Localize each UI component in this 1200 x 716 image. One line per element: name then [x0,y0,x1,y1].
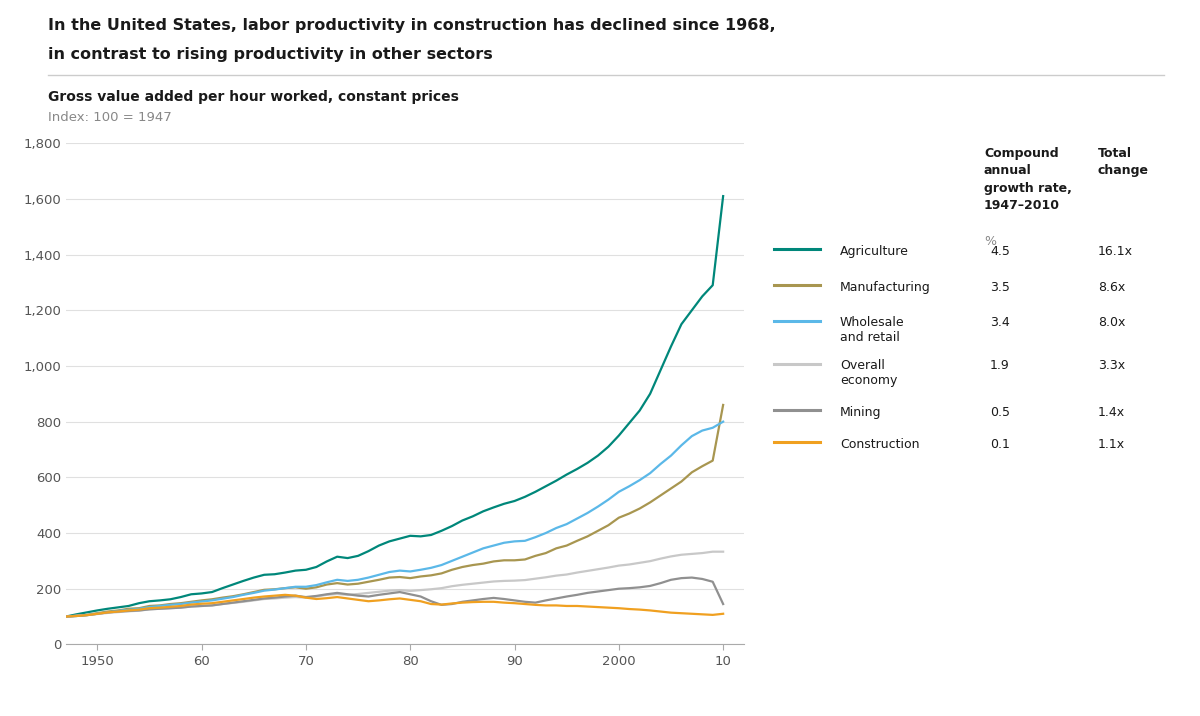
Text: 3.3x: 3.3x [1098,359,1126,372]
Text: Agriculture: Agriculture [840,245,908,258]
Text: in contrast to rising productivity in other sectors: in contrast to rising productivity in ot… [48,47,493,62]
Text: 8.6x: 8.6x [1098,281,1126,294]
Text: 1.4x: 1.4x [1098,406,1126,419]
Text: In the United States, labor productivity in construction has declined since 1968: In the United States, labor productivity… [48,18,775,33]
Text: Overall
economy: Overall economy [840,359,898,387]
Text: 3.4: 3.4 [990,316,1009,329]
Text: Total
change: Total change [1098,147,1150,178]
Text: Wholesale
and retail: Wholesale and retail [840,316,905,344]
Text: Mining: Mining [840,406,882,419]
Text: 1.1x: 1.1x [1098,438,1126,451]
Text: Gross value added per hour worked, constant prices: Gross value added per hour worked, const… [48,90,458,104]
Text: 3.5: 3.5 [990,281,1010,294]
Text: 1.9: 1.9 [990,359,1009,372]
Text: 4.5: 4.5 [990,245,1010,258]
Text: Manufacturing: Manufacturing [840,281,931,294]
Text: %: % [984,235,996,248]
Text: 0.1: 0.1 [990,438,1010,451]
Text: 0.5: 0.5 [990,406,1010,419]
Text: Index: 100 = 1947: Index: 100 = 1947 [48,111,172,124]
Text: 8.0x: 8.0x [1098,316,1126,329]
Text: Construction: Construction [840,438,919,451]
Text: Compound
annual
growth rate,
1947–2010: Compound annual growth rate, 1947–2010 [984,147,1072,212]
Text: 16.1x: 16.1x [1098,245,1133,258]
